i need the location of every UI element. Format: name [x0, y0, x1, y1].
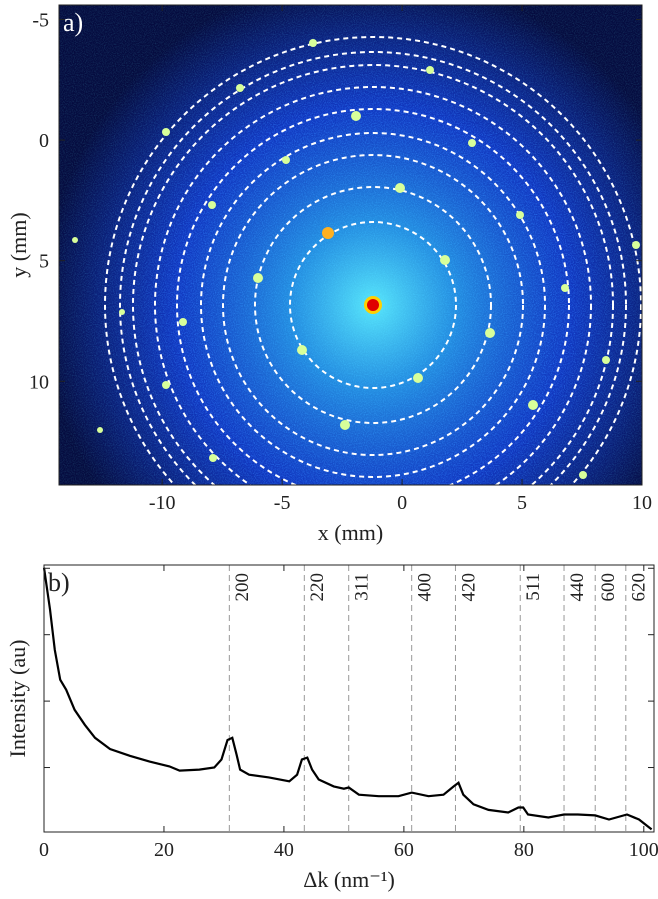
x-tick-label: 0: [39, 839, 49, 861]
y-tick-label: 0: [39, 130, 49, 152]
x-tick-label: 20: [154, 839, 174, 861]
intensity-line: [42, 567, 653, 831]
x-tick-label: 10: [632, 492, 652, 514]
x-tick-label: 100: [629, 839, 658, 861]
peak-label: 620: [629, 573, 650, 602]
x-tick-label: -5: [274, 492, 291, 514]
x-tick-label: 40: [274, 839, 294, 861]
x-tick-label: 80: [514, 839, 534, 861]
y-tick-label: 10: [29, 371, 49, 393]
x-axis-label: Δk (nm⁻¹): [303, 867, 395, 892]
y-axis-label: Intensity (au): [5, 640, 30, 758]
peak-label: 200: [232, 573, 253, 602]
y-tick-label: 5: [39, 251, 49, 273]
axes-frame: [58, 4, 643, 486]
axes-frame: [43, 564, 655, 833]
x-tick-label: 5: [517, 492, 527, 514]
x-tick-label: 60: [394, 839, 414, 861]
x-tick-label: -10: [149, 492, 176, 514]
peak-label: 600: [598, 573, 619, 602]
diffraction-image: [59, 5, 642, 485]
x-tick-label: 0: [397, 492, 407, 514]
y-tick-label: -5: [32, 9, 49, 31]
peak-label: 220: [307, 573, 328, 602]
peak-label: 420: [458, 573, 479, 602]
y-axis-label: y (mm): [6, 212, 31, 277]
peak-label: 440: [567, 573, 588, 602]
panel-label: b): [48, 568, 70, 597]
peak-label: 311: [351, 573, 372, 601]
x-axis-label: x (mm): [318, 520, 383, 545]
panel-label: a): [63, 8, 83, 37]
peak-label: 511: [523, 573, 544, 601]
peak-label: 400: [414, 573, 435, 602]
